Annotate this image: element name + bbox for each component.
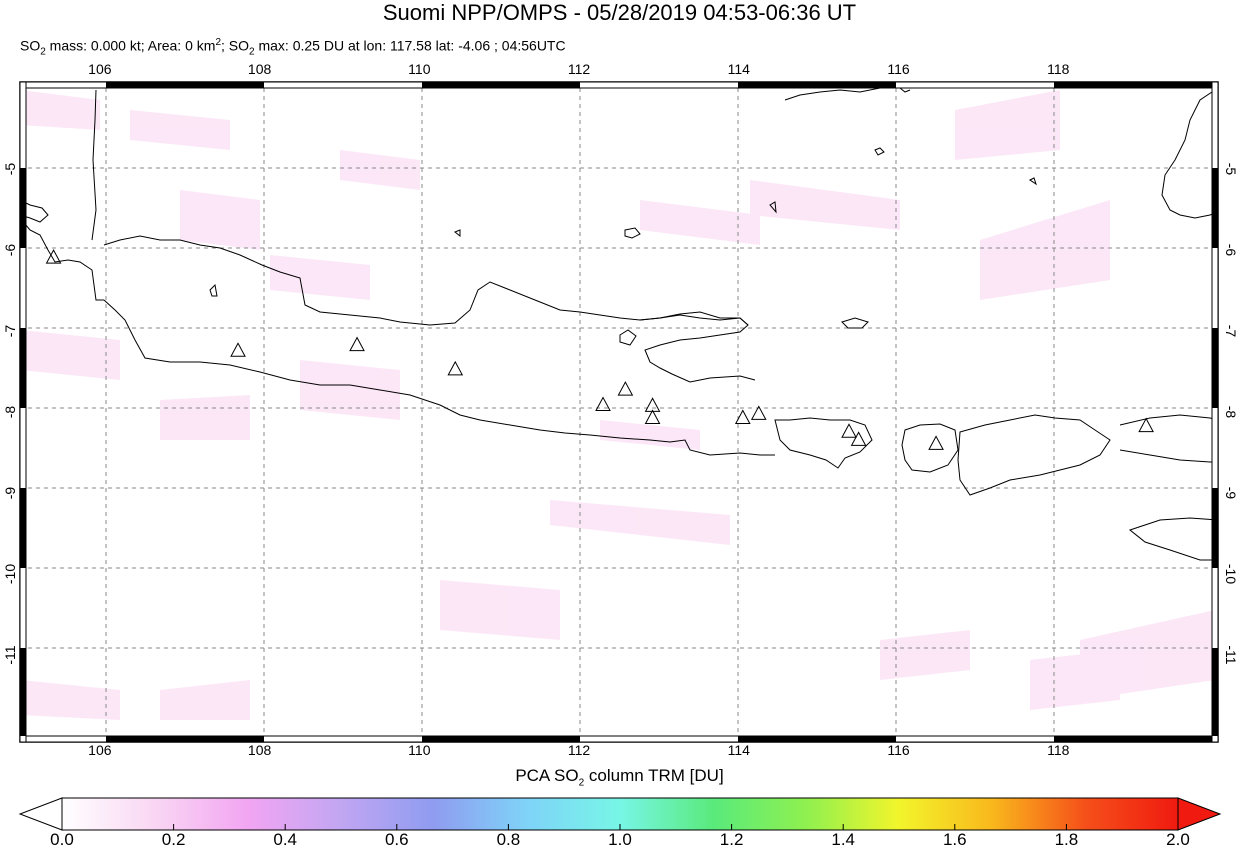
right-lat-tick-label: -11 <box>1223 645 1239 665</box>
right-lat-tick-label: -10 <box>1223 563 1239 585</box>
colorbar-tick-label: 1.2 <box>719 830 744 849</box>
right-lat-tick-label: -6 <box>1223 243 1239 257</box>
so2-swaths <box>20 90 1215 720</box>
colorbar-tick-label: 1.4 <box>831 830 855 849</box>
volcano-triangle-icon <box>349 336 365 352</box>
volcano-triangle-icon <box>447 360 464 376</box>
left-lat-tick-label: -8 <box>2 405 18 419</box>
volcano-triangle-icon <box>734 409 751 424</box>
volcano-triangle-icon <box>45 249 62 264</box>
bottom-lon-tick-label: 114 <box>727 742 750 758</box>
volcano-triangle-icon <box>841 423 857 438</box>
left-lat-tick-label: -9 <box>2 486 18 500</box>
volcano-triangle-icon <box>1138 417 1154 433</box>
map-title: Suomi NPP/OMPS - 05/28/2019 04:53-06:36 … <box>382 0 857 25</box>
bottom-lon-tick-label: 108 <box>247 742 272 758</box>
left-lat-tick-label: -7 <box>2 324 18 338</box>
top-lon-tick-label: 108 <box>247 61 272 77</box>
colorbar-tick-label: 1.0 <box>608 830 632 849</box>
bottom-lon-tick-label: 110 <box>408 742 431 758</box>
bottom-lon-tick-label: 116 <box>887 742 910 758</box>
volcano-triangle-icon <box>230 342 246 357</box>
colorbar-tick-label: 1.8 <box>1054 830 1079 849</box>
colorbar-tick-label: 0.8 <box>496 830 521 849</box>
right-lat-tick-label: -9 <box>1223 486 1239 500</box>
colorbar-tick-label: 2.0 <box>1166 830 1190 849</box>
bottom-lon-tick-label: 112 <box>567 742 591 758</box>
bottom-lon-tick-label: 106 <box>88 742 112 758</box>
left-lat-tick-label: -5 <box>2 162 18 176</box>
right-lat-tick-label: -8 <box>1223 405 1239 419</box>
top-lon-tick-label: 106 <box>88 61 112 77</box>
top-lon-tick-label: 114 <box>727 61 750 77</box>
bottom-lon-tick-label: 118 <box>1047 742 1070 758</box>
volcano-triangle-icon <box>644 409 661 424</box>
left-lat-tick-label: -10 <box>2 563 18 585</box>
map-gridlines <box>20 88 1218 736</box>
top-lon-tick-label: 116 <box>887 61 910 77</box>
colorbar-over-arrow <box>1177 797 1222 831</box>
colorbar-tick-label: 0.0 <box>50 830 74 849</box>
left-lat-tick-label: -6 <box>2 243 18 257</box>
colorbar-tick-label: 0.4 <box>273 830 297 849</box>
colorbar-tick-label: 0.6 <box>384 830 409 849</box>
volcano-triangle-icon <box>928 435 944 450</box>
colorbar-tick-label: 0.2 <box>161 830 186 849</box>
top-lon-tick-label: 110 <box>408 61 431 77</box>
volcano-triangle-icon <box>595 396 611 412</box>
colorbar-tick-label: 1.6 <box>942 830 967 849</box>
left-lat-tick-label: -11 <box>2 645 18 665</box>
colorbar <box>18 797 1222 831</box>
map-subtitle: SO2 mass: 0.000 kt; Area: 0 km2; SO2 max… <box>20 37 566 58</box>
top-lon-tick-label: 118 <box>1047 61 1070 77</box>
colorbar-under-arrow <box>18 797 63 831</box>
coastlines <box>19 87 1219 561</box>
volcano-triangle-icon <box>644 397 661 412</box>
right-lat-tick-label: -7 <box>1223 324 1239 338</box>
volcano-triangle-icon <box>850 431 867 446</box>
top-lon-tick-label: 112 <box>567 61 591 77</box>
volcano-triangle-icon <box>750 405 767 420</box>
colorbar-title: PCA SO2 column TRM [DU] <box>515 766 724 789</box>
map-border-bars <box>20 82 1218 742</box>
right-lat-tick-label: -5 <box>1223 162 1239 176</box>
volcano-triangle-icon <box>617 381 634 396</box>
volcano-markers <box>45 249 1154 450</box>
